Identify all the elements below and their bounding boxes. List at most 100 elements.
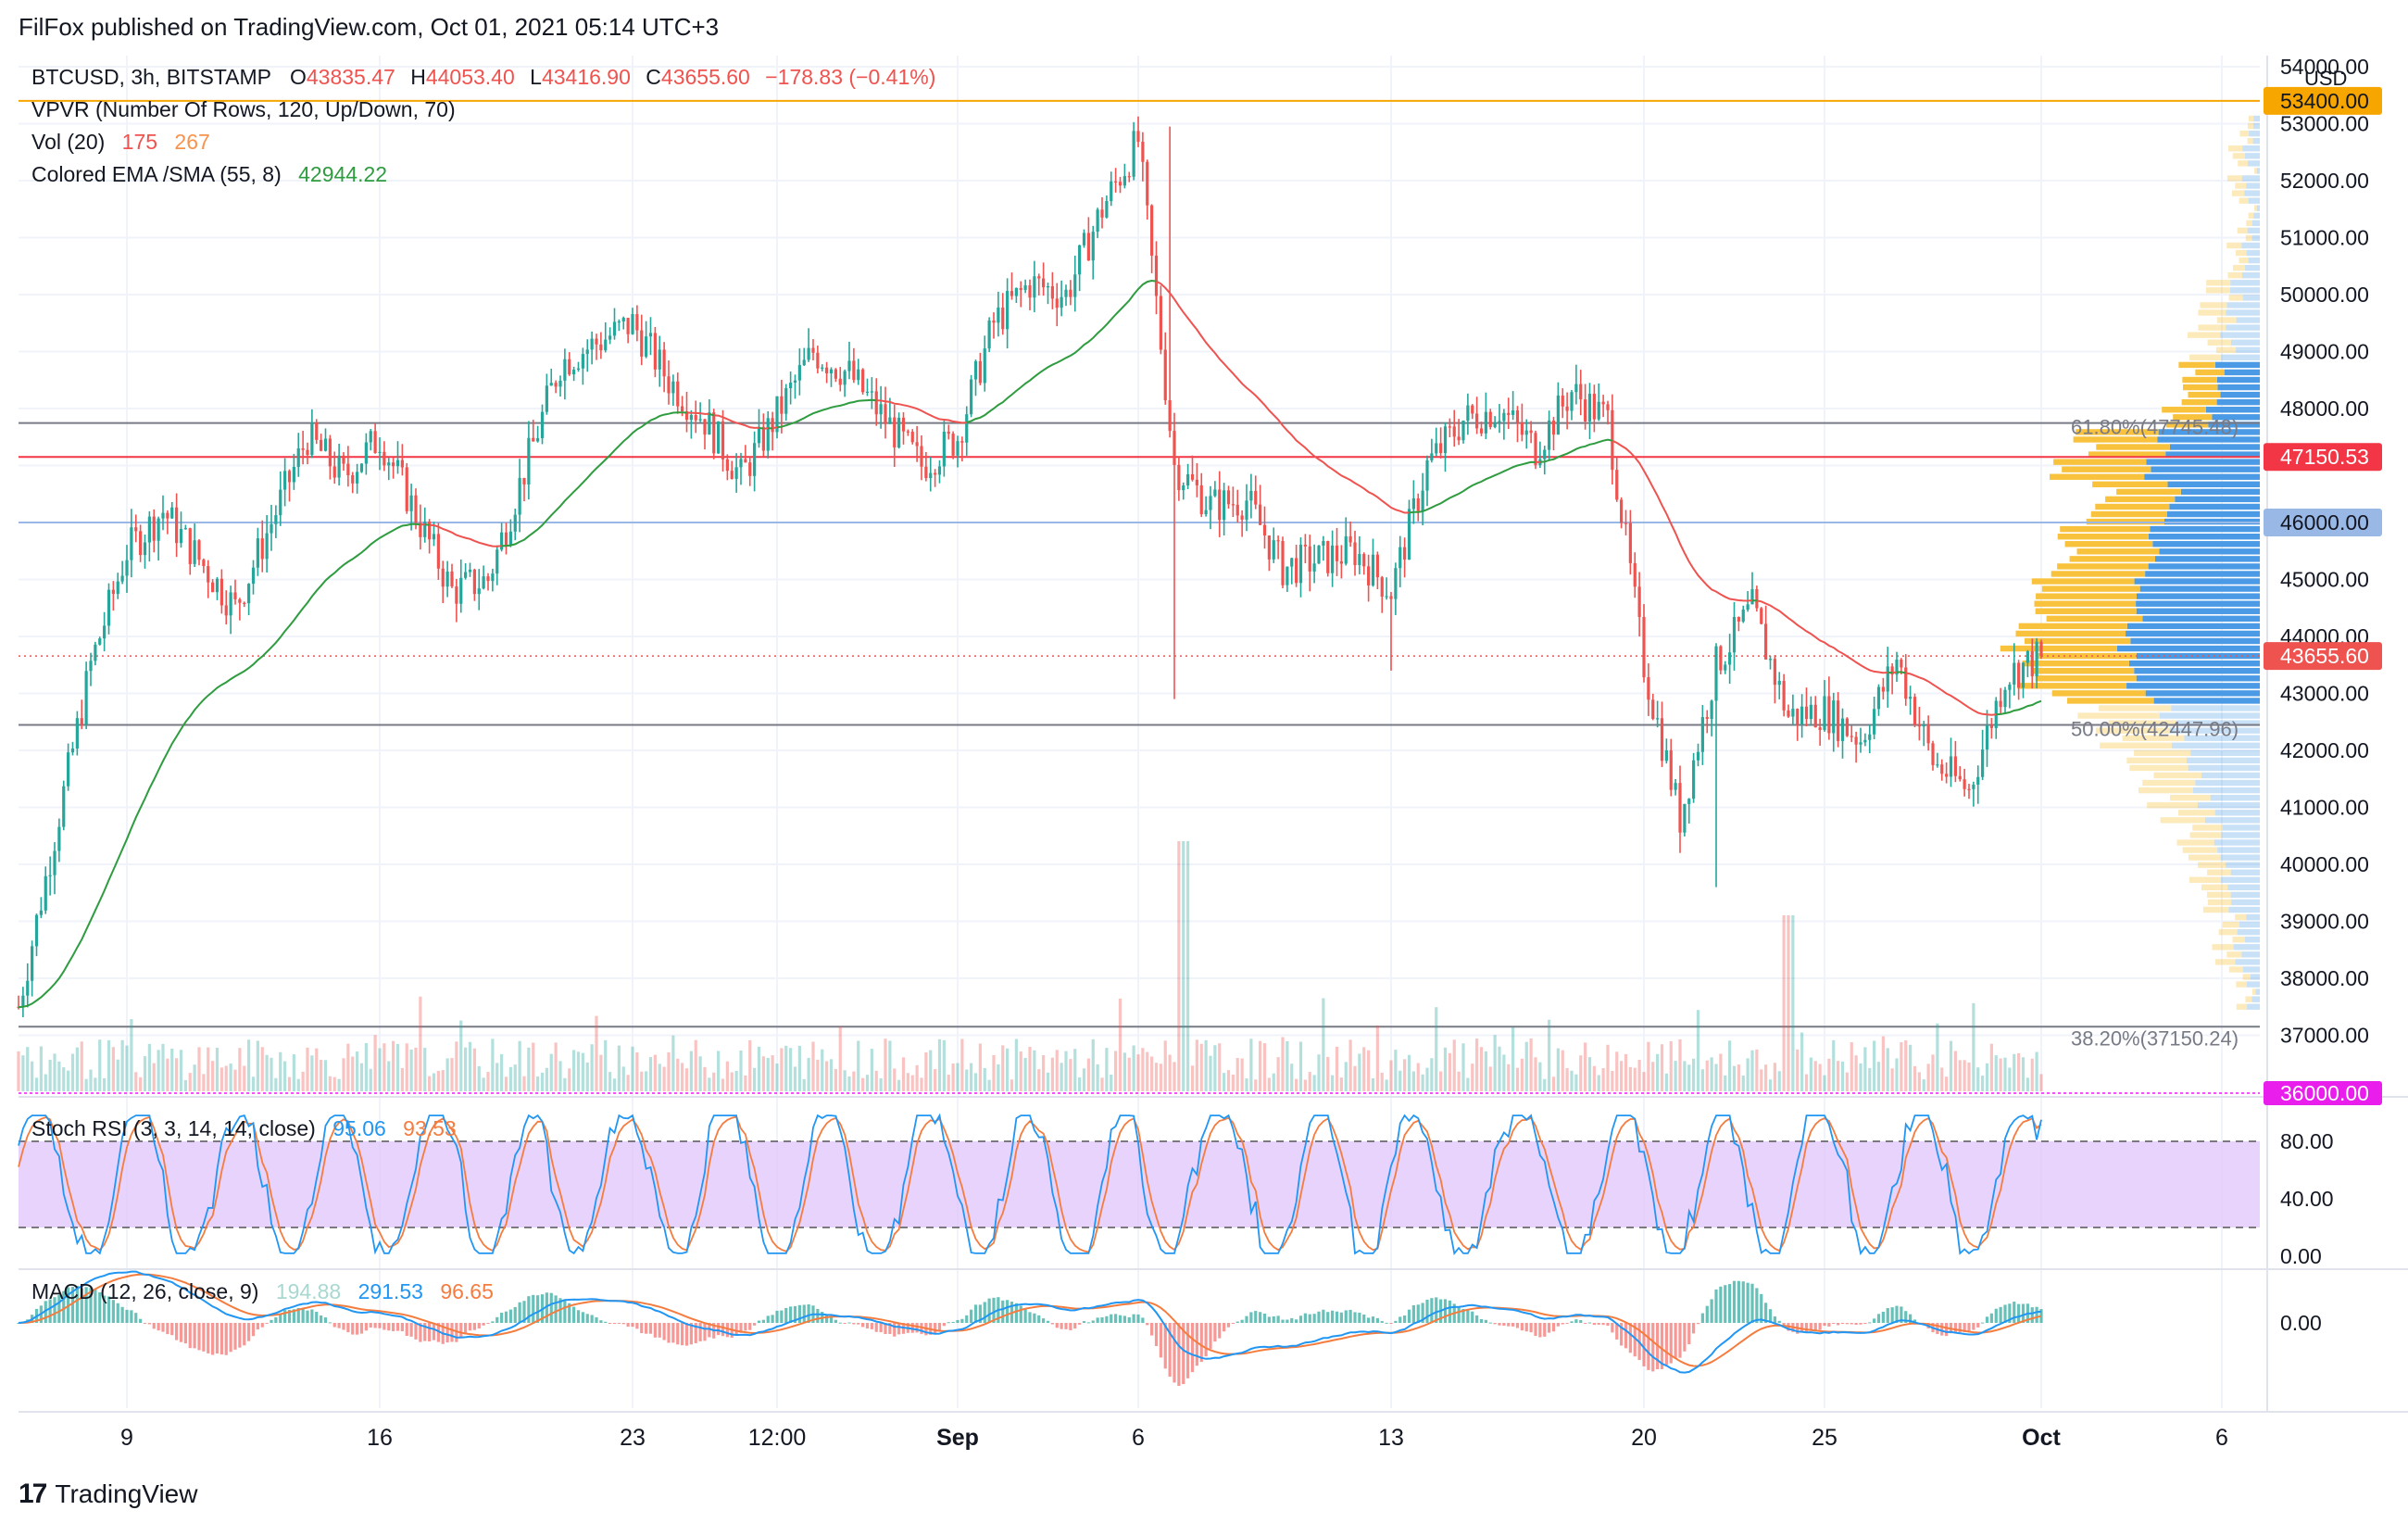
macd-hist-bar bbox=[527, 1296, 531, 1323]
candle-body bbox=[545, 385, 548, 412]
volume-bar bbox=[1611, 1070, 1614, 1091]
candle-body bbox=[188, 528, 192, 564]
vp-row-down bbox=[2227, 884, 2260, 891]
macd-hist-bar bbox=[1195, 1323, 1198, 1366]
candle-body bbox=[739, 459, 743, 468]
volume-bar bbox=[703, 1066, 707, 1091]
candle-body bbox=[1741, 610, 1745, 622]
macd-hist-bar bbox=[1674, 1323, 1677, 1359]
macd-hist-bar bbox=[1136, 1314, 1140, 1323]
volume-bar bbox=[409, 1050, 413, 1091]
volume-bar bbox=[359, 1063, 364, 1091]
volume-bar bbox=[1587, 1057, 1592, 1091]
volume-bar bbox=[1317, 1054, 1321, 1091]
volume-bar bbox=[1362, 1047, 1366, 1091]
volume-bar bbox=[1719, 1053, 1723, 1091]
macd-hist-bar bbox=[296, 1307, 300, 1323]
macd-hist-bar bbox=[111, 1300, 115, 1323]
candle-body bbox=[1587, 394, 1592, 422]
macd-hist-bar bbox=[626, 1323, 630, 1328]
macd-hist-bar bbox=[590, 1315, 594, 1323]
stoch-legend[interactable]: Stoch RSI (3, 3, 14, 14, close) 95.06 93… bbox=[31, 1116, 457, 1141]
volume-bar bbox=[1592, 1065, 1596, 1091]
macd-hist-bar bbox=[1173, 1323, 1176, 1383]
macd-hist-bar bbox=[829, 1316, 834, 1323]
volume-bar bbox=[21, 1055, 25, 1091]
macd-hist-bar bbox=[1611, 1323, 1614, 1333]
symbol-name[interactable]: BTCUSD, 3h, BITSTAMP bbox=[31, 65, 271, 89]
volume-bar bbox=[1159, 1064, 1162, 1091]
candle-body bbox=[2017, 662, 2021, 688]
macd-hist-bar bbox=[1254, 1311, 1258, 1323]
volume-bar bbox=[166, 1058, 169, 1091]
candle-body bbox=[332, 466, 336, 478]
macd-hist-bar bbox=[320, 1315, 323, 1323]
volume-bar bbox=[1457, 1071, 1461, 1091]
candle-body bbox=[1141, 141, 1145, 162]
macd-legend[interactable]: MACD (12, 26, close, 9) 194.88 291.53 96… bbox=[31, 1279, 494, 1304]
vp-row-up bbox=[2073, 436, 2158, 443]
candle-body bbox=[2030, 650, 2034, 677]
vp-row-up bbox=[2031, 578, 2135, 585]
macd-hist-bar bbox=[1262, 1314, 1267, 1323]
volume-bar bbox=[604, 1039, 608, 1091]
ema-legend[interactable]: Colored EMA /SMA (55, 8) 42944.22 bbox=[31, 162, 387, 187]
volume-bar bbox=[1737, 1064, 1740, 1091]
candle-body bbox=[1687, 799, 1691, 804]
vp-row-down bbox=[2244, 937, 2260, 943]
candle-body bbox=[207, 566, 210, 583]
candle-body bbox=[1936, 764, 1939, 766]
macd-hist-bar bbox=[734, 1323, 738, 1336]
vp-row-up bbox=[2198, 324, 2226, 331]
volume-bar bbox=[829, 1059, 834, 1091]
candle-body bbox=[1457, 436, 1461, 441]
volume-bar bbox=[645, 1071, 648, 1091]
macd-hist-bar bbox=[224, 1323, 228, 1355]
candle-body bbox=[1371, 554, 1375, 585]
volume-bar bbox=[1298, 1041, 1303, 1091]
macd-hist-bar bbox=[279, 1313, 282, 1323]
candle-body bbox=[84, 671, 88, 724]
macd-hist-bar bbox=[283, 1310, 287, 1323]
candles[interactable] bbox=[17, 116, 2043, 1018]
tradingview-logo[interactable]: 17 TradingView bbox=[19, 1479, 197, 1510]
volume-bar bbox=[1926, 1064, 1930, 1091]
candle-body bbox=[405, 467, 408, 511]
volume-bar bbox=[1439, 1071, 1443, 1091]
macd-hist-bar bbox=[757, 1320, 761, 1323]
candle-body bbox=[26, 980, 30, 996]
candle-body bbox=[1326, 541, 1330, 573]
macd-hist-bar bbox=[1538, 1323, 1542, 1338]
macd-hist-bar bbox=[1073, 1323, 1077, 1329]
vp-row-up bbox=[2187, 332, 2221, 338]
time-tick-label: 13 bbox=[1378, 1425, 1404, 1451]
macd-hist-bar bbox=[1760, 1293, 1763, 1323]
candle-body bbox=[265, 533, 269, 560]
macd-hist-bar bbox=[1339, 1312, 1343, 1323]
candle-body bbox=[1958, 775, 1962, 780]
macd-hist-bar bbox=[1660, 1323, 1664, 1369]
vp-row-down bbox=[2165, 451, 2260, 458]
candle-body bbox=[1385, 596, 1388, 598]
volume-legend[interactable]: Vol (20) 175 267 bbox=[31, 130, 210, 155]
vp-row-down bbox=[2256, 168, 2260, 174]
macd-hist-bar bbox=[1700, 1313, 1704, 1323]
candle-body bbox=[1705, 717, 1709, 719]
macd-hist-bar bbox=[554, 1295, 558, 1323]
macd-hist-bar bbox=[1281, 1319, 1285, 1323]
vp-row-up bbox=[2245, 234, 2252, 242]
candle-body bbox=[1298, 544, 1303, 584]
volume-bar bbox=[901, 1057, 906, 1091]
macd-hist-bar bbox=[1999, 1306, 2002, 1323]
macd-hist-bar bbox=[175, 1323, 179, 1340]
vp-row-down bbox=[2130, 637, 2260, 645]
candle-body bbox=[910, 432, 914, 443]
vpvr-legend[interactable]: VPVR (Number Of Rows, 120, Up/Down, 70) bbox=[31, 97, 456, 121]
price-tick-label: 52000.00 bbox=[2280, 169, 2369, 193]
volume-bar bbox=[1873, 1040, 1876, 1091]
volume-bar bbox=[1398, 1070, 1402, 1091]
macd-hist-bar bbox=[797, 1304, 801, 1323]
candle-body bbox=[1561, 396, 1564, 407]
